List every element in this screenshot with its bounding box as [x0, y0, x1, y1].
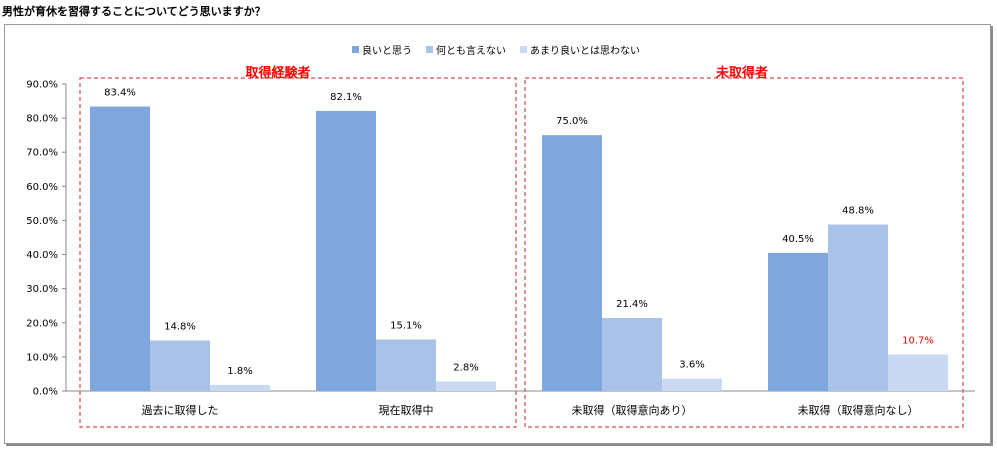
data-label: 3.6%: [679, 360, 704, 371]
bar: [662, 378, 722, 391]
category-label: 過去に取得した: [142, 404, 219, 417]
category-label: 未取得（取得意向なし）: [798, 403, 919, 417]
y-tick-label: 0.0%: [33, 387, 58, 398]
legend-item-not-good: あまり良いとは思わない: [520, 42, 640, 57]
legend-label-neutral: 何とも言えない: [436, 46, 506, 57]
legend-item-neutral: 何とも言えない: [426, 42, 506, 57]
y-tick-label: 70.0%: [26, 148, 58, 159]
legend-swatch-good: [352, 46, 359, 53]
bar: [210, 384, 270, 391]
data-label: 48.8%: [842, 206, 874, 217]
category-label: 現在取得中: [379, 404, 434, 417]
data-label: 10.7%: [902, 336, 934, 347]
y-tick-label: 90.0%: [26, 80, 58, 91]
y-tick-label: 50.0%: [26, 216, 58, 227]
legend-item-good: 良いと思う: [352, 42, 412, 57]
data-label: 15.1%: [390, 320, 422, 331]
data-label: 14.8%: [164, 322, 196, 333]
bar: [828, 224, 888, 391]
y-tick-label: 10.0%: [26, 352, 58, 363]
group-label-not-acquired: 未取得者: [715, 66, 769, 81]
category-label: 未取得（取得意向あり）: [572, 403, 693, 417]
chart-legend: 良いと思う 何とも言えない あまり良いとは思わない: [352, 42, 640, 57]
y-tick-label: 40.0%: [26, 250, 58, 261]
legend-label-not-good: あまり良いとは思わない: [530, 46, 640, 57]
legend-swatch-neutral: [426, 46, 433, 53]
page-title: 男性が育休を習得することについてどう思いますか？: [2, 5, 266, 18]
data-label: 21.4%: [616, 299, 648, 310]
bar: [436, 381, 496, 391]
data-label: 82.1%: [330, 92, 362, 103]
group-box-not-acquired: [524, 77, 964, 428]
legend-label-good: 良いと思う: [362, 46, 412, 57]
bar: [542, 135, 602, 391]
data-label: 1.8%: [227, 366, 252, 377]
y-tick-label: 80.0%: [26, 114, 58, 125]
group-label-experienced: 取得経験者: [245, 66, 311, 81]
data-label: 2.8%: [453, 362, 478, 373]
y-tick-label: 60.0%: [26, 182, 58, 193]
y-tick-label: 20.0%: [26, 318, 58, 329]
data-label: 83.4%: [104, 88, 136, 99]
y-tick-label: 30.0%: [26, 284, 58, 295]
bar: [316, 110, 376, 391]
bar: [888, 354, 948, 391]
bar: [768, 252, 828, 391]
bar: [376, 339, 436, 391]
legend-swatch-not-good: [520, 46, 527, 53]
group-box-experienced: [79, 77, 517, 428]
data-label: 75.0%: [556, 116, 588, 127]
bar: [602, 318, 662, 391]
bar: [150, 340, 210, 391]
bar: [90, 106, 150, 391]
data-label: 40.5%: [782, 234, 814, 245]
